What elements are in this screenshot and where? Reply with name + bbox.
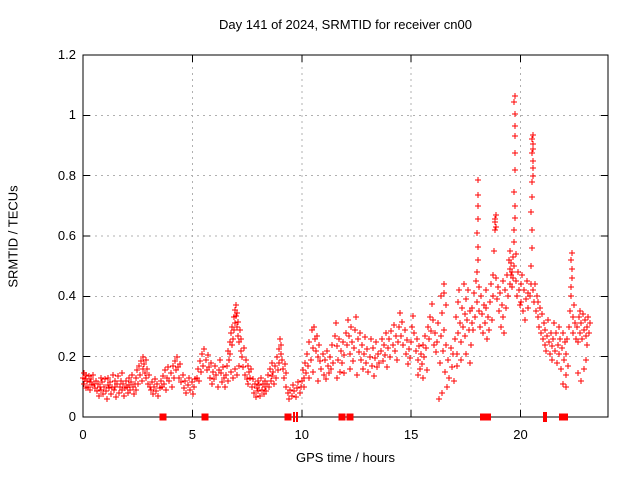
x-tick-label: 5 [188, 427, 196, 442]
baseline-square-marker [159, 413, 167, 421]
baseline-square-marker [284, 413, 292, 421]
baseline-bar-marker [293, 412, 296, 422]
baseline-square-marker [479, 413, 487, 421]
baseline-square-marker [338, 413, 346, 421]
x-tick-label: 15 [403, 427, 419, 442]
x-tick-label: 0 [79, 427, 87, 442]
y-tick-label: 0.2 [57, 348, 76, 364]
y-tick-label: 0.4 [57, 288, 76, 304]
baseline-bar-marker [295, 412, 298, 422]
scatter-points [80, 93, 593, 402]
y-tick-label: 0 [68, 409, 76, 424]
grid-lines [83, 55, 608, 417]
baseline-square-marker [201, 413, 209, 421]
baseline-bar-marker [542, 412, 545, 422]
x-tick-label: 10 [294, 427, 309, 442]
x-axis-label: GPS time / hours [296, 450, 395, 465]
y-tick-label: 0.6 [57, 228, 76, 243]
baseline-square-marker [346, 413, 354, 421]
baseline-square-marker [483, 413, 491, 421]
baseline-square-marker [561, 413, 569, 421]
baseline-bar-marker [545, 412, 548, 422]
y-tick-label: 0.8 [57, 167, 76, 183]
chart-title: Day 141 of 2024, SRMTID for receiver cn0… [219, 17, 472, 32]
x-tick-label: 20 [513, 427, 528, 442]
y-tick-label: 1 [68, 107, 76, 123]
y-tick-label: 1.2 [57, 47, 76, 62]
